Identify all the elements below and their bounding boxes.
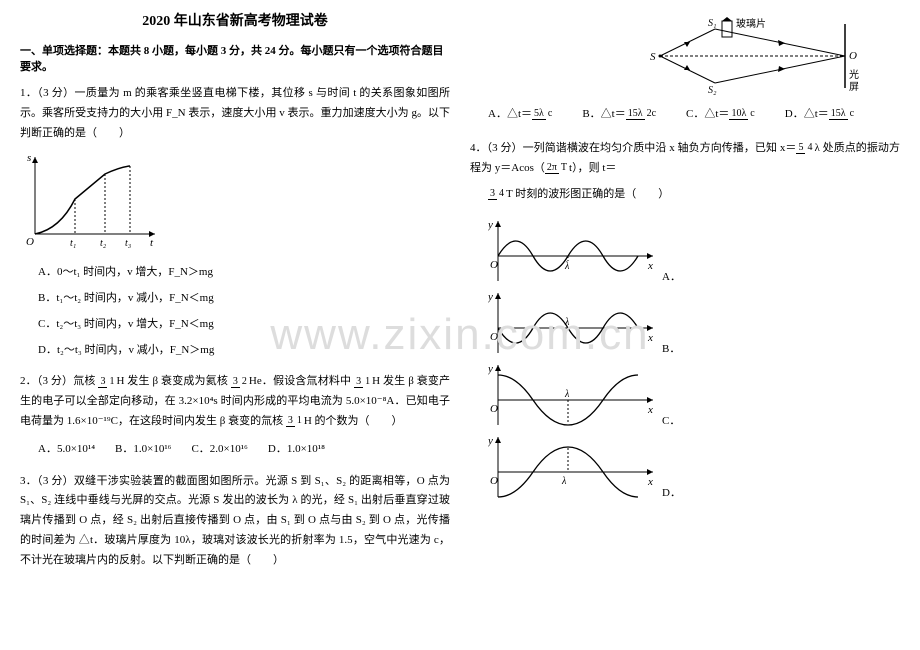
question-1: 1．（3 分）一质量为 m 的乘客乘坐竖直电梯下楼，其位移 s 与时间 t 的关… [20,84,450,360]
q2-option-d: D．1.0×10¹⁸ [268,440,325,460]
q1-option-d: D．t₂～t₃ 时间内，v 减小，F_N＞mg [38,341,450,361]
q4-label-c: C． [662,412,680,428]
svg-text:S₂: S₂ [708,85,717,96]
svg-text:O: O [849,50,857,62]
svg-text:λ: λ [561,476,567,487]
q4-option-c: y x O λ C． [470,360,900,428]
q4-label-a: A． [662,268,681,284]
svg-text:y: y [488,363,493,375]
q1-option-b: B．t₁～t₂ 时间内，v 减小，F_N＜mg [38,289,450,309]
svg-text:y: y [488,219,493,231]
section-1-heading: 一、单项选择题：本题共 8 小题，每小题 3 分，共 24 分。每小题只有一个选… [20,42,450,74]
svg-text:O: O [490,403,498,415]
q1-options: A．0～t₁ 时间内，v 增大，F_N＞mg B．t₁～t₂ 时间内，v 减小，… [20,263,450,360]
svg-text:t: t [150,237,154,249]
svg-text:O: O [26,236,34,248]
q3-stem: 3．（3 分）双缝干涉实验装置的截面图如图所示。光源 S 到 S₁、S₂ 的距离… [20,472,450,571]
question-4: 4．（3 分）一列简谐横波在均匀介质中沿 x 轴负方向传播，已知 x＝54λ 处… [470,139,900,204]
svg-text:s: s [27,152,31,164]
question-3: 3．（3 分）双缝干涉实验装置的截面图如图所示。光源 S 到 S₁、S₂ 的距离… [20,472,450,571]
svg-text:x: x [647,332,653,344]
svg-text:λ: λ [564,389,570,400]
svg-text:O: O [490,259,498,271]
svg-text:S: S [650,51,656,63]
svg-text:x: x [647,404,653,416]
svg-text:t₁: t₁ [70,238,76,249]
q3-option-d: D．△t＝15λc [785,105,856,121]
svg-text:光: 光 [849,68,859,81]
svg-text:y: y [488,435,493,447]
q4-option-b: y x O λ B． [470,288,900,356]
svg-text:x: x [647,476,653,488]
q4-option-d: y x O λ D． [470,432,900,500]
svg-text:O: O [490,475,498,487]
q3-option-c: C．△t＝10λc [686,105,757,121]
svg-text:t₃: t₃ [125,238,132,249]
q3-option-b: B．△t＝15λ2c [582,105,658,121]
q2-stem-a: 2．（3 分）氚核 [20,375,98,387]
q4-stem-d: T 时刻的波形图正确的是（ ） [506,188,669,200]
q1-option-c: C．t₂～t₃ 时间内，v 增大，F_N＜mg [38,315,450,335]
q2-option-c: C．2.0×10¹⁶ [191,440,247,460]
left-column: 2020 年山东省新高考物理试卷 一、单项选择题：本题共 8 小题，每小题 3 … [0,0,460,650]
q2-options: A．5.0×10¹⁴ B．1.0×10¹⁶ C．2.0×10¹⁶ D．1.0×1… [20,440,450,460]
q4-stem-a: 4．（3 分）一列简谐横波在均匀介质中沿 x 轴负方向传播，已知 x＝ [470,142,796,154]
right-column: 玻璃片 S S₁ S₂ O 光 屏 A．△t＝5 [460,0,920,650]
svg-text:t₂: t₂ [100,238,107,249]
q4-stem-c: t），则 t＝ [569,162,616,174]
q2-stem-b: H 发生 β 衰变成为氦核 [116,375,230,387]
q4-label-d: D． [662,484,681,500]
svg-text:y: y [488,291,493,303]
q1-stem: 1．（3 分）一质量为 m 的乘客乘坐竖直电梯下楼，其位移 s 与时间 t 的关… [20,84,450,143]
q2-option-a: A．5.0×10¹⁴ [38,440,95,460]
question-2: 2．（3 分）氚核 31H 发生 β 衰变成为氦核 32He．假设含氚材料中 3… [20,372,450,459]
q1-option-a: A．0～t₁ 时间内，v 增大，F_N＞mg [38,263,450,283]
q3-option-a: A．△t＝5λc [488,105,554,121]
q1-graph: s t O t₁ t₂ t₃ [20,149,450,257]
svg-text:λ: λ [564,317,570,328]
q3-options: A．△t＝5λc B．△t＝15λ2c C．△t＝10λc D．△t＝15λc [470,105,900,121]
svg-text:O: O [490,331,498,343]
svg-text:x: x [647,260,653,272]
svg-text:S₁: S₁ [708,18,716,29]
q2-stem-c: He．假设含氚材料中 [249,375,354,387]
svg-text:λ: λ [564,261,570,272]
q4-label-b: B． [662,340,680,356]
exam-title: 2020 年山东省新高考物理试卷 [20,10,450,30]
q4-option-a: y x O λ A． [470,216,900,284]
svg-text:屏: 屏 [849,81,859,93]
q3-diagram: 玻璃片 S S₁ S₂ O 光 屏 [470,16,900,99]
q2-stem-e: H 的个数为（ ） [304,415,403,427]
svg-text:玻璃片: 玻璃片 [736,17,766,30]
page: 2020 年山东省新高考物理试卷 一、单项选择题：本题共 8 小题，每小题 3 … [0,0,920,650]
q2-option-b: B．1.0×10¹⁶ [115,440,171,460]
